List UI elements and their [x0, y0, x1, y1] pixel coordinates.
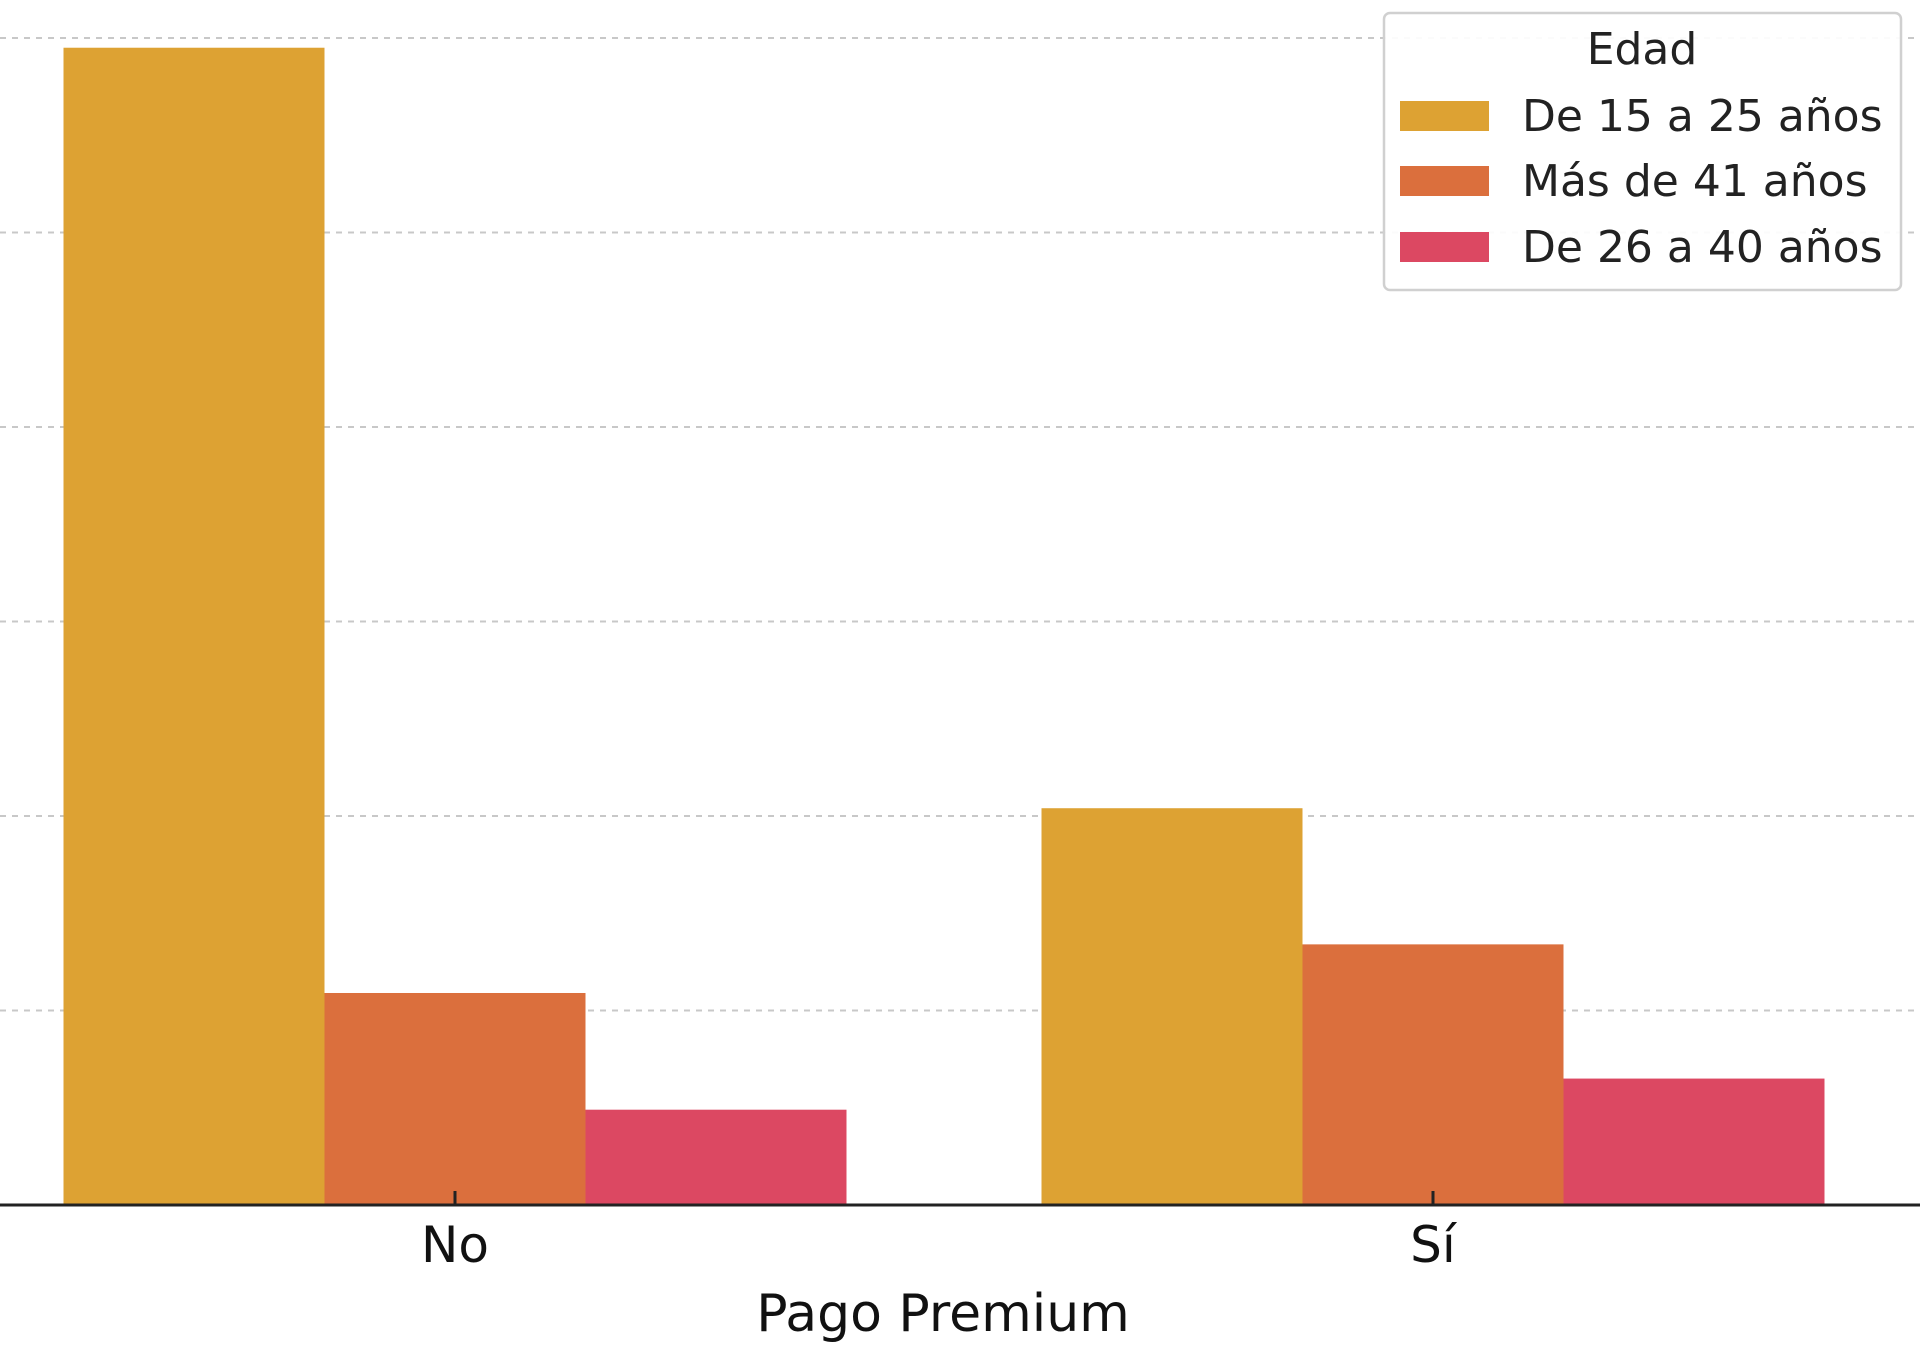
legend: Edad De 15 a 25 años Más de 41 años De 26 … — [1382, 11, 1903, 292]
bar — [585, 1109, 847, 1205]
legend-label: De 15 a 25 años — [1522, 91, 1883, 142]
bar — [1041, 808, 1303, 1205]
bar — [324, 992, 586, 1205]
bars — [63, 47, 1825, 1206]
legend-items: De 15 a 25 años Más de 41 años De 26 a 40 … — [1400, 91, 1883, 273]
x-axis-title: Pago Premium — [756, 1284, 1130, 1344]
x-tick-label: No — [421, 1216, 489, 1274]
bar — [63, 47, 325, 1206]
bar — [1563, 1078, 1825, 1205]
legend-label: De 26 a 40 años — [1522, 222, 1883, 273]
legend-box — [1382, 11, 1903, 292]
x-tick-label: Sí — [1410, 1216, 1458, 1274]
x-ticks: No Sí — [421, 1191, 1458, 1274]
bar — [1302, 944, 1564, 1205]
legend-label: Más de 41 años — [1522, 156, 1868, 207]
legend-swatch — [1400, 101, 1489, 131]
legend-title: Edad — [1587, 24, 1698, 75]
legend-swatch — [1400, 232, 1489, 262]
legend-swatch — [1400, 166, 1489, 196]
